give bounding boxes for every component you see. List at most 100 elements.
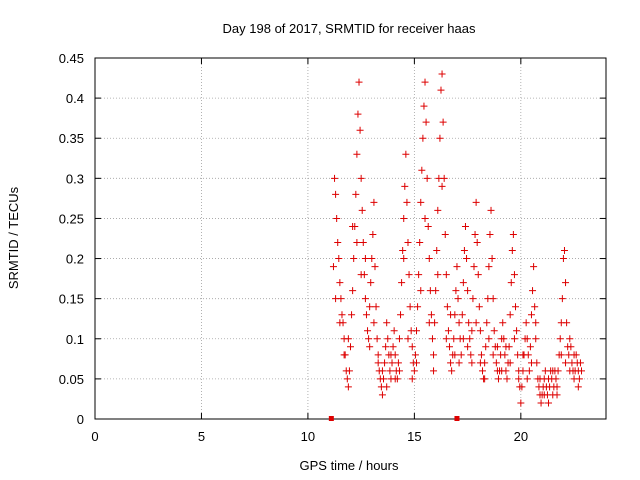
data-point [373,335,381,343]
data-point [398,279,406,287]
data-point [485,263,493,271]
data-point [459,335,467,343]
data-point [465,319,473,327]
data-point [421,78,429,86]
data-point [413,327,421,335]
data-point [527,311,535,319]
data-point [387,351,395,359]
data-point [469,295,477,303]
data-point [420,102,428,110]
data-point [354,110,362,118]
data-point [525,367,533,375]
data-point [336,279,344,287]
data-point [553,391,561,399]
data-point [522,319,530,327]
data-point [499,319,507,327]
data-point [383,383,391,391]
data-point [410,367,418,375]
data-point [530,263,538,271]
data-point [545,375,553,383]
data-point [468,359,476,367]
plot-frame [94,57,607,420]
data-point [532,335,540,343]
data-point [399,247,407,255]
data-point [493,343,501,351]
data-point [557,351,565,359]
data-point [461,222,469,230]
data-point [401,182,409,190]
y-tick-label: 0.05 [59,372,84,387]
data-point [537,399,545,407]
data-point [362,311,370,319]
data-point [510,335,518,343]
data-point [374,351,382,359]
data-point [336,319,344,327]
data-point [479,367,487,375]
y-tick-label: 0.3 [66,171,84,186]
data-point [384,335,392,343]
data-point [390,327,398,335]
x-tick-label: 10 [301,429,315,444]
data-point [378,367,386,375]
data-point [348,311,356,319]
data-point [415,271,423,279]
data-point [508,247,516,255]
data-point [369,230,377,238]
data-point [397,311,405,319]
data-point [406,303,414,311]
data-point [490,327,498,335]
data-point [402,150,410,158]
data-point [515,375,523,383]
axis-marker [454,416,460,421]
data-point [482,343,490,351]
data-point [357,174,365,182]
data-point [529,287,537,295]
data-point [558,295,566,303]
data-point [408,343,416,351]
data-point [408,375,416,383]
data-point [359,239,367,247]
data-point [367,279,375,287]
data-point [378,391,386,399]
data-point [476,359,484,367]
data-point [500,335,508,343]
data-point [357,271,365,279]
data-point [498,367,506,375]
data-point [570,351,578,359]
data-point [467,351,475,359]
data-point [436,134,444,142]
data-point [430,367,438,375]
data-point [563,319,571,327]
data-point [329,263,337,271]
data-point [517,399,525,407]
data-point [340,351,348,359]
chart-title: Day 198 of 2017, SRMTID for receiver haa… [223,21,476,36]
data-point [395,367,403,375]
data-point [452,287,460,295]
data-point [395,335,403,343]
data-point [506,311,514,319]
data-point [463,255,471,263]
data-point [519,351,527,359]
x-tick-label: 5 [198,429,205,444]
data-point [349,222,357,230]
data-point [400,214,408,222]
data-point [442,271,450,279]
y-tick-label: 0.2 [66,252,84,267]
data-point [447,359,455,367]
data-point [503,375,511,383]
data-point [526,343,534,351]
data-point [455,319,463,327]
data-point [444,327,452,335]
data-point [447,311,455,319]
y-tick-label: 0.1 [66,332,84,347]
data-point [468,327,476,335]
data-point [489,351,497,359]
data-point [578,367,586,375]
data-point [374,359,382,367]
data-point [510,271,518,279]
data-point [433,247,441,255]
data-point [440,174,448,182]
data-point [472,198,480,206]
